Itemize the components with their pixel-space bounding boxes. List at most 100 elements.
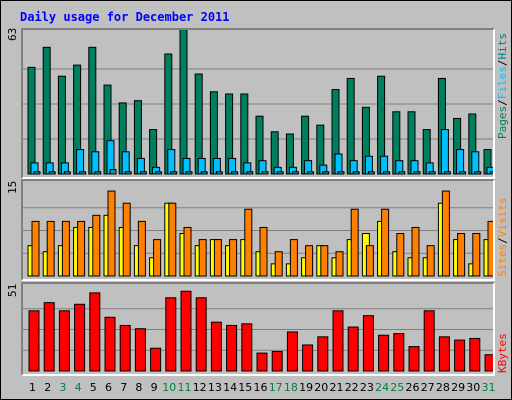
hits-panel [21,28,495,179]
legend-separator: / [496,99,509,106]
bar-visits-day-4 [77,220,86,277]
bar-files-day-28 [440,129,449,175]
bar-visits-day-1 [31,220,40,277]
bar-visits-day-6 [107,190,116,277]
x-tick-label-day-30: 30 [466,381,481,394]
bar-kbytes-day-19 [302,344,314,372]
x-tick-label-day-21: 21 [329,381,344,394]
kbytes-ymax-label: 51 [6,283,19,297]
visits-ymax-label: 15 [6,180,19,194]
bar-kbytes-day-2 [43,302,55,372]
bar-files-day-5 [91,151,100,175]
bar-visits-day-27 [426,245,435,277]
x-tick-label-day-12: 12 [192,381,207,394]
x-tick-label-day-2: 2 [44,381,52,394]
bar-visits-day-30 [472,233,481,277]
x-tick-label-day-11: 11 [177,381,192,394]
bar-pages-day-29 [459,171,467,175]
bar-kbytes-day-11 [180,290,192,372]
bar-files-day-6 [106,140,115,175]
bar-pages-day-28 [443,171,451,175]
x-tick-label-day-14: 14 [223,381,238,394]
bar-pages-day-30 [474,171,482,175]
x-tick-label-day-6: 6 [105,381,112,394]
bar-kbytes-day-28 [438,336,450,372]
bar-visits-day-7 [122,202,131,277]
bar-pages-day-23 [367,171,375,175]
bar-pages-day-12 [200,171,208,175]
bar-pages-day-9 [155,171,163,175]
legend-files: Files [496,66,509,100]
bar-kbytes-day-30 [469,337,481,372]
bar-visits-day-21 [335,251,344,277]
bar-kbytes-day-20 [317,336,329,372]
bar-kbytes-day-21 [332,310,344,372]
x-tick-label-day-25: 25 [390,381,405,394]
bar-kbytes-day-12 [195,297,207,372]
bar-pages-day-1 [33,171,41,175]
bar-pages-day-31 [489,171,493,175]
bar-pages-day-6 [109,169,117,175]
hits-ymax-label: 63 [6,27,19,41]
bar-kbytes-day-1 [28,310,40,372]
visits-plot [23,190,493,277]
bar-visits-day-5 [92,214,101,277]
bar-visits-day-13 [213,239,222,277]
bar-visits-day-25 [396,233,405,277]
bar-visits-day-29 [457,233,466,277]
bar-files-day-4 [76,149,85,175]
bar-pages-day-24 [383,171,391,175]
bar-visits-day-18 [289,239,298,277]
x-tick-label-day-9: 9 [150,381,158,394]
bar-pages-day-18 [291,171,299,175]
kbytes-panel-legend: KBytes [496,333,509,373]
bar-pages-day-11 [185,171,193,175]
bar-hits-day-1 [27,66,36,175]
bar-pages-day-14 [231,171,239,175]
bar-pages-day-17 [276,171,284,175]
bar-hits-day-3 [57,75,66,175]
bar-kbytes-day-5 [89,292,101,372]
bar-kbytes-day-31 [484,354,493,372]
bar-kbytes-day-9 [150,347,162,372]
bar-files-day-21 [334,153,343,175]
bar-kbytes-day-6 [104,316,116,372]
bar-visits-day-16 [259,226,268,277]
x-tick-label-day-8: 8 [135,381,143,394]
bar-visits-day-15 [244,208,253,277]
legend-sites: Sites [496,243,509,277]
x-tick-label-day-23: 23 [359,381,374,394]
x-tick-label-day-3: 3 [59,381,67,394]
bar-pages-day-15 [246,171,254,175]
bar-pages-day-22 [352,171,360,175]
bar-kbytes-day-29 [454,339,466,372]
x-tick-label-day-28: 28 [435,381,450,394]
bar-kbytes-day-23 [362,315,374,372]
hits-panel-legend: Pages/Files/Hits [496,33,509,139]
bar-visits-day-2 [46,220,55,277]
bar-pages-day-5 [94,171,102,175]
bar-pages-day-10 [170,171,178,175]
bar-kbytes-day-18 [286,331,298,372]
bar-kbytes-day-26 [408,346,420,372]
bar-kbytes-day-14 [226,324,238,372]
x-tick-label-day-27: 27 [420,381,435,394]
bar-hits-day-22 [346,77,355,175]
bar-hits-day-15 [240,93,249,175]
legend-separator: / [496,237,509,244]
bar-kbytes-day-27 [423,310,435,372]
bar-kbytes-day-8 [134,328,146,372]
bar-visits-day-22 [350,208,359,277]
x-tick-label-day-1: 1 [29,381,36,394]
bar-pages-day-25 [398,171,406,175]
bar-kbytes-day-7 [119,324,131,372]
bar-visits-day-12 [198,239,207,277]
bar-visits-day-8 [137,220,146,277]
bar-files-day-30 [471,151,480,175]
bar-files-day-10 [167,149,176,175]
hits-plot [23,30,493,175]
x-tick-label-day-7: 7 [120,381,128,394]
bar-pages-day-21 [337,171,345,175]
bar-visits-day-9 [153,239,162,277]
x-tick-label-day-17: 17 [268,381,283,394]
